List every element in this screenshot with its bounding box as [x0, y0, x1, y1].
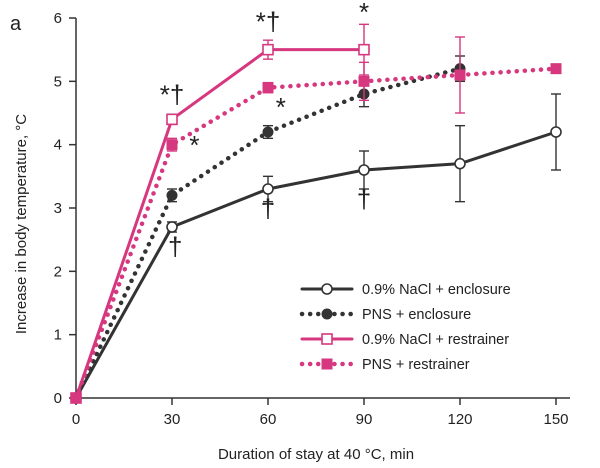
legend-item: 0.9% NaCl + restrainer: [300, 332, 509, 348]
y-tick-label: 5: [54, 73, 62, 90]
data-point: [358, 164, 370, 176]
data-point: [321, 358, 333, 370]
data-point: [166, 113, 178, 126]
y-tick-label: 1: [54, 327, 62, 344]
legend-label: PNS + enclosure: [362, 307, 471, 323]
data-point: [166, 221, 178, 233]
x-tick-label: 150: [543, 411, 568, 428]
legend-label: PNS + restrainer: [362, 357, 470, 373]
significance-marker: *†: [160, 80, 185, 110]
series-line: [74, 130, 558, 400]
significance-marker: †: [357, 184, 371, 214]
data-point: [358, 43, 370, 56]
y-tick-label: 2: [54, 263, 62, 280]
y-axis-label: Increase in body temperature, °C: [13, 114, 30, 334]
panel-label: a: [10, 13, 22, 35]
legend-label: 0.9% NaCl + enclosure: [362, 282, 511, 298]
data-point: [321, 333, 333, 345]
annotation-layer: *†*†*†*†*†: [160, 0, 372, 262]
data-point: [166, 139, 178, 151]
series-line: [74, 48, 366, 400]
data-point: [262, 183, 274, 195]
x-tick-label: 30: [164, 411, 181, 428]
data-point: [321, 283, 333, 295]
legend-label: 0.9% NaCl + restrainer: [362, 332, 509, 348]
series-line: [73, 66, 559, 401]
significance-marker: *: [276, 92, 286, 122]
series-3: [70, 23, 370, 404]
y-tick-label: 4: [54, 137, 62, 154]
data-point: [454, 157, 466, 170]
y-tick-label: 6: [54, 10, 62, 27]
x-tick-label: 90: [356, 411, 373, 428]
legend-item: PNS + enclosure: [299, 307, 471, 323]
series-1: [70, 93, 562, 404]
data-point: [262, 82, 274, 94]
series-2: [70, 55, 466, 404]
data-point: [166, 189, 178, 201]
legend-item: 0.9% NaCl + enclosure: [300, 282, 511, 298]
series-4: [70, 36, 562, 404]
significance-marker: †: [261, 194, 275, 224]
legend: 0.9% NaCl + enclosure PNS + enclosure 0.9%…: [299, 282, 511, 373]
significance-marker: *: [189, 130, 199, 160]
significance-marker: *†: [256, 7, 281, 37]
x-tick-label: 120: [447, 411, 472, 428]
data-point: [262, 126, 274, 138]
data-point: [358, 75, 370, 87]
significance-marker: *: [359, 0, 369, 27]
y-tick-label: 0: [54, 390, 62, 407]
data-point: [454, 69, 466, 81]
x-axis-label: Duration of stay at 40 °C, min: [218, 446, 414, 463]
data-point: [321, 308, 333, 320]
data-point: [550, 126, 562, 138]
significance-marker: †: [168, 232, 182, 262]
x-tick-label: 0: [72, 411, 80, 428]
y-tick-label: 3: [54, 200, 62, 217]
data-point: [262, 43, 274, 56]
series-layer: [70, 23, 562, 404]
x-tick-label: 60: [260, 411, 277, 428]
legend-item: PNS + restrainer: [299, 357, 470, 373]
data-point: [550, 63, 562, 75]
data-point: [70, 392, 82, 404]
